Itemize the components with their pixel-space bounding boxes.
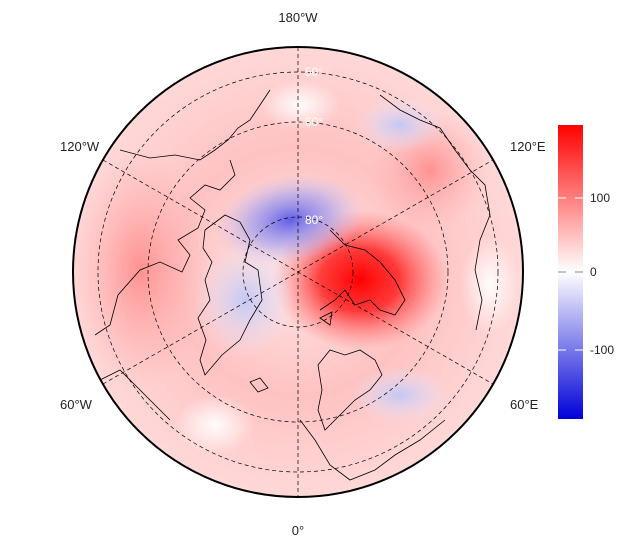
graticule [97, 47, 499, 497]
lon-label-180w: 180°W [278, 10, 318, 25]
coast-alaska [119, 89, 271, 161]
field-white-asia [460, 235, 520, 335]
lon-label-60e: 60°E [510, 397, 539, 412]
lon-label-120w: 120°W [60, 139, 100, 154]
lon-label-60w: 60°W [60, 397, 93, 412]
anomaly-negative-greenland [195, 242, 295, 358]
coast-labrador [99, 369, 171, 421]
lat-circle-50 [97, 71, 499, 473]
coast-svalbard [319, 311, 333, 326]
field-white-pacific [260, 80, 340, 130]
coast-iceland [249, 377, 269, 393]
colorbar-tick-neg100: -100 [590, 343, 614, 357]
coast-scandinavia [317, 349, 383, 431]
lon-label-120e: 120°E [510, 139, 546, 154]
lat-label-60: 60° [305, 115, 323, 129]
colorbar-tick-100: 100 [590, 191, 610, 205]
meridian-60w-120e [102, 159, 494, 385]
coastlines [94, 89, 491, 481]
colorbar-tick-0: 0 [590, 265, 597, 279]
lon-label-0: 0° [292, 523, 304, 538]
coast-europe [299, 419, 446, 481]
anomaly-negative-pacific [355, 97, 445, 153]
coast-siberia-east [379, 94, 491, 331]
coast-kara [319, 229, 406, 316]
map-boundary [72, 46, 524, 498]
coast-canada [94, 159, 236, 336]
lat-label-80: 80° [305, 213, 323, 227]
lat-label-50: 50° [305, 65, 323, 79]
field-white-atlantic [175, 395, 255, 455]
lat-circle-60 [147, 121, 449, 423]
colorbar: 100 0 -100 [558, 125, 614, 419]
anomaly-negative-europe [350, 367, 450, 423]
coast-greenland [197, 214, 263, 376]
